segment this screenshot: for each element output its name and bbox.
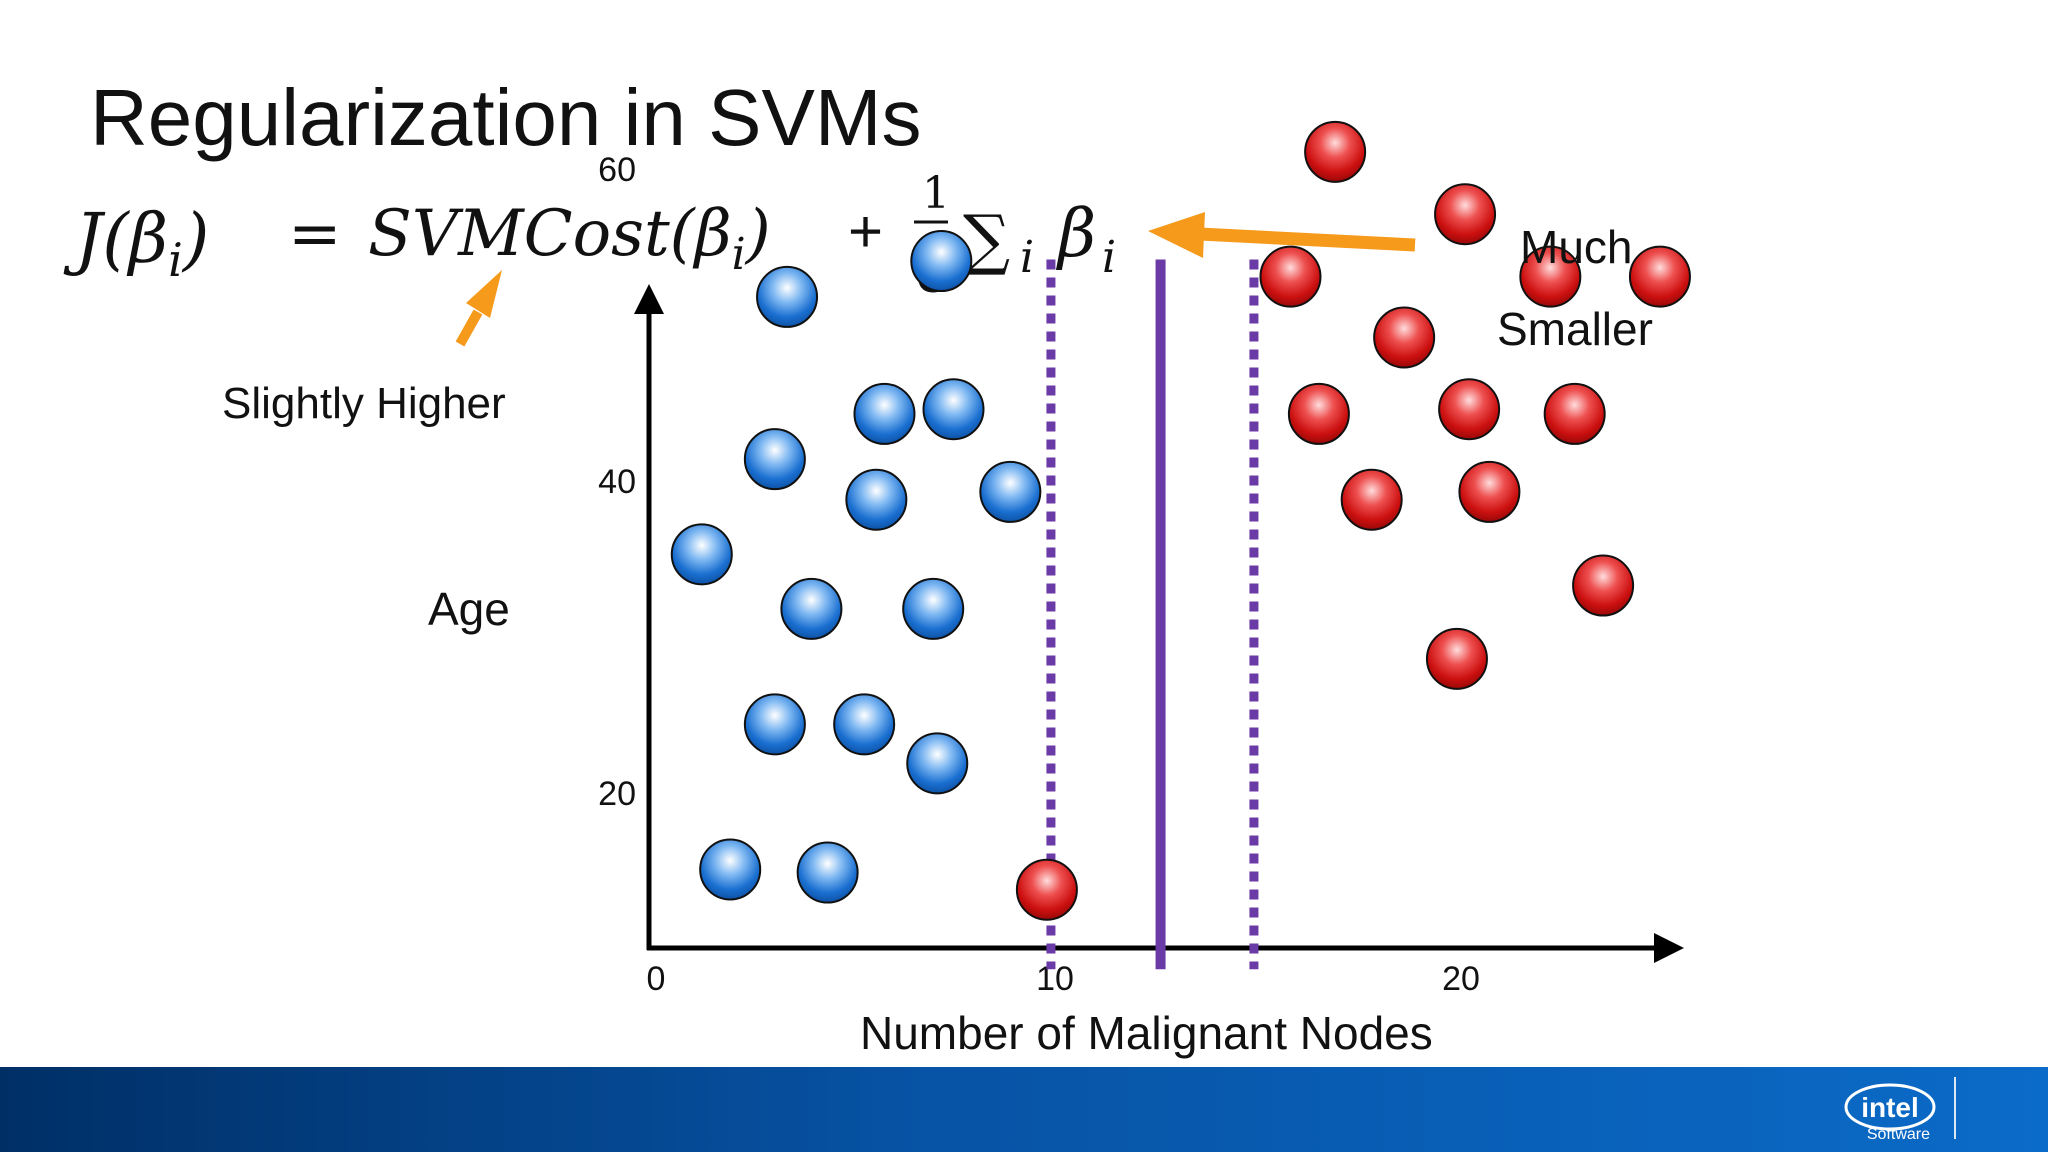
red-data-point — [1259, 245, 1322, 308]
equation-lhs: J(β — [63, 200, 168, 279]
red-data-point — [1425, 627, 1488, 690]
svg-text:J(βi): J(βi) — [63, 200, 209, 287]
margin-lines — [1046, 259, 1259, 970]
intel-software-label: Software — [1866, 1126, 1930, 1143]
y-tick-label: 20 — [598, 775, 636, 813]
red-data-point — [1543, 382, 1606, 445]
blue-data-point — [743, 428, 806, 491]
y-tick-label: 60 — [598, 151, 636, 189]
annotation-slightly-higher: Slightly Higher — [222, 379, 506, 428]
annotation-much: Much — [1520, 221, 1633, 273]
y-tick-label: 40 — [598, 463, 636, 501]
blue-data-point — [922, 378, 985, 441]
blue-data-point — [979, 460, 1042, 523]
blue-data-point — [853, 382, 916, 445]
y-axis-label: Age — [428, 583, 510, 635]
blue-data-point — [845, 468, 908, 531]
slide-title: Regularization in SVMs — [90, 73, 922, 162]
x-axis-label: Number of Malignant Nodes — [860, 1007, 1433, 1059]
svg-text:SVMCost(βi): SVMCost(βi) — [368, 197, 771, 280]
arrow-much-smaller — [1148, 212, 1416, 258]
equation-beta: β — [1055, 195, 1096, 272]
blue-data-point — [743, 693, 806, 756]
red-data-point — [1287, 382, 1350, 445]
logo-separator — [1954, 1077, 1956, 1139]
blue-data-point — [796, 841, 859, 904]
equation-cost-close: ) — [744, 197, 771, 271]
blue-data-point — [699, 838, 762, 901]
red-data-point — [1572, 554, 1635, 617]
red-data-point — [1519, 245, 1582, 308]
red-data-point — [1458, 460, 1521, 523]
x-tick-label: 20 — [1442, 960, 1480, 998]
blue-data-point — [906, 732, 969, 795]
red-data-point — [1373, 306, 1436, 369]
footer-bar: intel Software — [0, 1067, 2048, 1152]
red-data-point — [1438, 378, 1501, 441]
red-data-point — [1304, 120, 1367, 183]
annotation-smaller: Smaller — [1497, 303, 1653, 355]
intel-logo: intel — [1844, 1083, 1936, 1131]
red-data-point — [1015, 858, 1078, 921]
x-tick-label: 0 — [647, 960, 666, 998]
equation-plus: + — [848, 198, 883, 265]
equation-cost-sub: i — [732, 229, 746, 280]
red-data-point — [1340, 468, 1403, 531]
equation-sum-sub: i — [1020, 232, 1034, 283]
equation-frac-num: 1 — [922, 168, 950, 219]
blue-data-point — [833, 693, 896, 756]
arrow-slightly-higher — [455, 270, 502, 347]
blue-data-point — [902, 577, 965, 640]
red-data-point — [1628, 245, 1691, 308]
blue-data-point — [670, 523, 733, 586]
equation-equals: = — [288, 197, 342, 271]
equation-beta-sub: i — [1102, 232, 1116, 283]
blue-data-point — [780, 577, 843, 640]
data-points — [670, 120, 1691, 921]
equation-lhs-sub: i — [168, 233, 183, 287]
blue-data-point — [910, 230, 973, 293]
equation-lhs-close: ) — [181, 200, 210, 279]
intel-logo-text: intel — [1861, 1092, 1919, 1123]
blue-data-point — [756, 265, 819, 328]
red-data-point — [1434, 183, 1497, 246]
equation-cost: SVMCost(β — [368, 197, 732, 271]
cost-equation: J(βi) = SVMCost(βi) + 1 C ∑ i β i — [63, 168, 1116, 304]
